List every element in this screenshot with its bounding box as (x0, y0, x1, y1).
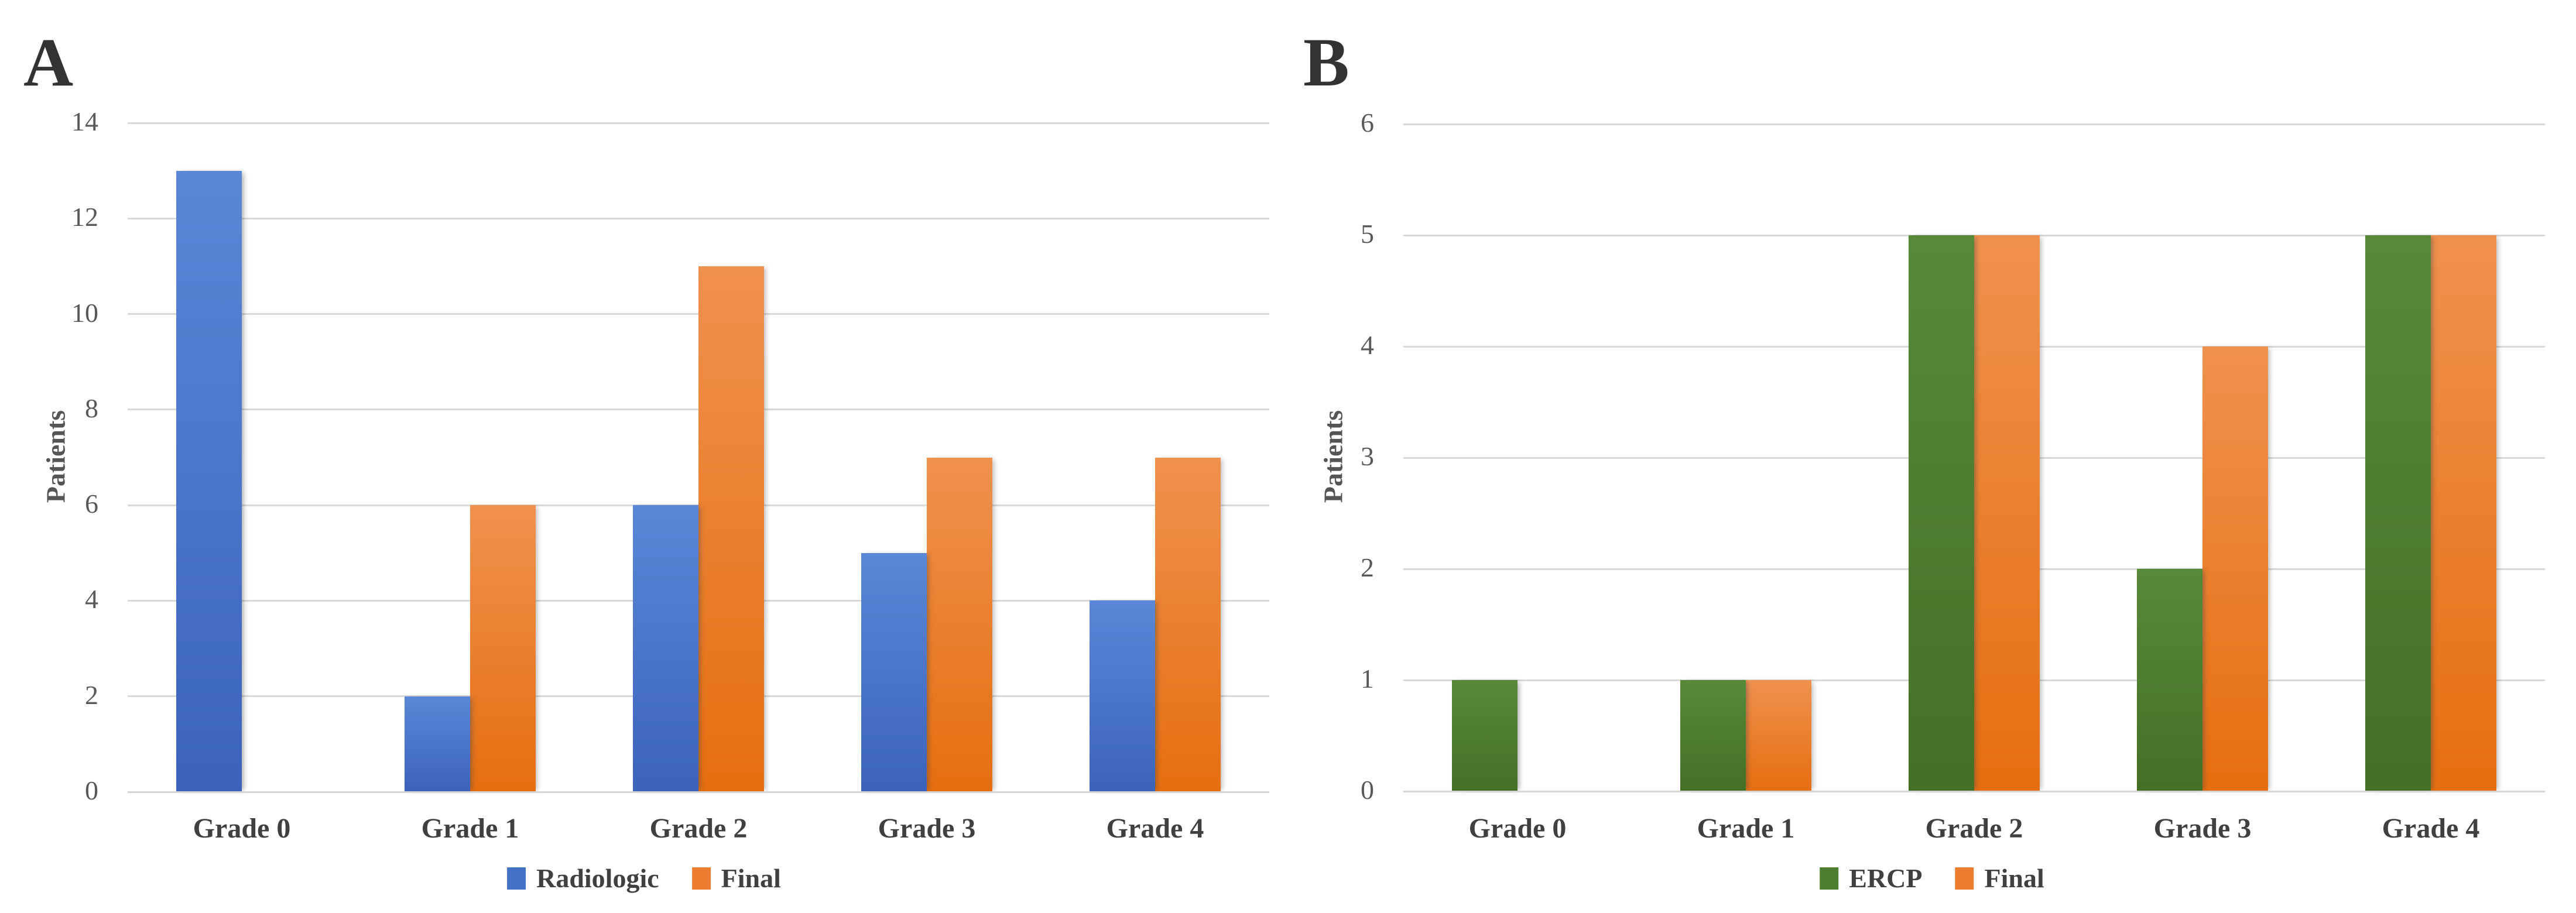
bar-radiologic-grade-4 (1090, 600, 1155, 792)
x-axis-line-b (1403, 790, 2545, 792)
gridline-y1 (1403, 679, 2545, 681)
y-tick-label-0: 0 (85, 775, 98, 806)
y-tick-label-6: 6 (1361, 108, 1374, 138)
legend-item-final: Final (1955, 865, 2044, 892)
panel-a-letter: A (23, 24, 74, 101)
gridline-y5 (1403, 234, 2545, 236)
x-axis-label-b-grade-0: Grade 0 (1468, 813, 1567, 844)
legend-swatch-final-icon (691, 867, 711, 890)
gridline-y2 (1403, 568, 2545, 570)
x-axis-label-a-grade-3: Grade 3 (878, 813, 976, 844)
y-tick-label-10: 10 (71, 297, 98, 328)
gridline-y3 (1403, 456, 2545, 459)
legend-swatch-radiologic-icon (507, 867, 526, 890)
gridline-y14 (128, 122, 1269, 124)
bar-final-grade-1 (470, 505, 536, 792)
y-axis-title-patients-b: Patients (1318, 410, 1348, 503)
gridline-y6 (128, 504, 1269, 506)
bar-radiologic-grade-3 (861, 552, 927, 792)
y-tick-label-2: 2 (85, 679, 98, 710)
legend-label-final: Final (721, 863, 781, 893)
y-axis-title-patients-a: Patients (40, 410, 71, 503)
y-tick-label-5: 5 (1361, 219, 1374, 249)
bar-ercp-grade-0 (1452, 680, 1517, 791)
y-tick-label-1: 1 (1361, 664, 1374, 694)
panel-b-letter: B (1303, 24, 1349, 101)
bar-ercp-grade-2 (1909, 235, 1974, 791)
legend-swatch-final-icon (1955, 867, 1974, 890)
y-tick-label-14: 14 (71, 107, 98, 137)
legend-item-ercp: ERCP (1820, 865, 1922, 892)
y-tick-label-4: 4 (85, 584, 98, 615)
bar-ercp-grade-1 (1680, 680, 1746, 791)
x-axis-label-b-grade-3: Grade 3 (2153, 813, 2252, 844)
y-tick-label-12: 12 (71, 202, 98, 232)
y-tick-label-8: 8 (85, 393, 98, 424)
gridline-y2 (128, 695, 1269, 698)
legend-swatch-ercp-icon (1820, 867, 1839, 890)
y-tick-label-3: 3 (1361, 441, 1374, 472)
bar-final-grade-2 (1974, 235, 2040, 791)
x-axis-line-a (128, 791, 1269, 793)
y-tick-label-0: 0 (1361, 775, 1374, 805)
gridline-y10 (128, 313, 1269, 315)
legend-item-radiologic: Radiologic (507, 865, 659, 892)
bar-final-grade-1 (1746, 680, 1811, 791)
bar-radiologic-grade-0 (176, 170, 242, 792)
bar-radiologic-grade-2 (633, 505, 698, 792)
x-axis-label-a-grade-4: Grade 4 (1106, 813, 1204, 844)
bar-final-grade-3 (927, 457, 992, 792)
bar-final-grade-3 (2202, 346, 2268, 791)
y-tick-label-2: 2 (1361, 552, 1374, 583)
x-axis-label-a-grade-0: Grade 0 (193, 813, 291, 844)
bar-final-grade-4 (1155, 457, 1221, 792)
bar-radiologic-grade-1 (405, 696, 470, 792)
x-axis-label-b-grade-4: Grade 4 (2382, 813, 2480, 844)
gridline-y6 (1403, 123, 2545, 125)
gridline-y4 (1403, 345, 2545, 348)
gridline-y4 (128, 599, 1269, 602)
bar-final-grade-2 (698, 266, 764, 792)
gridline-y8 (128, 409, 1269, 411)
y-tick-label-6: 6 (85, 489, 98, 519)
legend-label-radiologic: Radiologic (536, 863, 659, 893)
y-tick-label-4: 4 (1361, 330, 1374, 361)
x-axis-label-b-grade-2: Grade 2 (1925, 813, 2023, 844)
legend-b: ERCP Final (1820, 865, 2044, 892)
x-axis-label-b-grade-1: Grade 1 (1697, 813, 1795, 844)
x-axis-label-a-grade-1: Grade 1 (421, 813, 519, 844)
bar-ercp-grade-4 (2365, 235, 2431, 791)
legend-label-final: Final (1984, 863, 2044, 893)
legend-a: Radiologic Final (507, 865, 781, 892)
bar-final-grade-4 (2431, 235, 2496, 791)
legend-item-final: Final (691, 863, 781, 893)
legend-label-ercp: ERCP (1849, 863, 1923, 893)
gridline-y12 (128, 217, 1269, 219)
bar-ercp-grade-3 (2137, 569, 2202, 791)
x-axis-label-a-grade-2: Grade 2 (649, 813, 748, 844)
